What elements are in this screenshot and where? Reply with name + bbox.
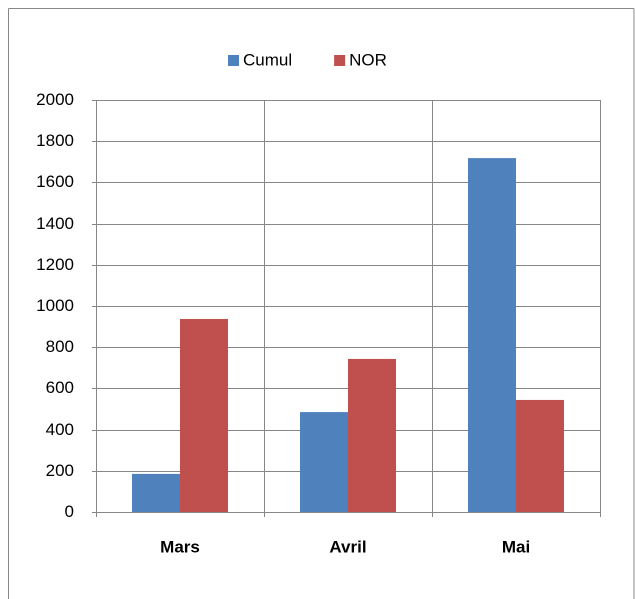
y-tick-label: 1600 [36, 172, 74, 191]
bar [516, 399, 564, 512]
y-tick-label: 400 [46, 420, 74, 439]
x-tick-label: Mai [502, 537, 530, 556]
y-tick-label: 2000 [36, 90, 74, 109]
legend-label: Cumul [243, 50, 292, 69]
bar [300, 412, 348, 512]
y-tick-label: 1800 [36, 131, 74, 150]
y-tick-label: 1400 [36, 214, 74, 233]
y-tick-label: 0 [65, 502, 74, 521]
y-tick-label: 1000 [36, 296, 74, 315]
y-tick-label: 600 [46, 378, 74, 397]
y-tick-label: 800 [46, 337, 74, 356]
legend-label: NOR [349, 50, 387, 69]
x-tick-label: Avril [329, 537, 366, 556]
y-tick-label: 1200 [36, 255, 74, 274]
bar [348, 358, 396, 512]
legend-swatch [334, 55, 346, 66]
x-tick-label: Mars [160, 537, 200, 556]
bar [180, 318, 228, 512]
legend-swatch [228, 55, 239, 66]
bar [132, 473, 180, 512]
y-tick-label: 200 [46, 461, 74, 480]
bar [468, 158, 516, 513]
